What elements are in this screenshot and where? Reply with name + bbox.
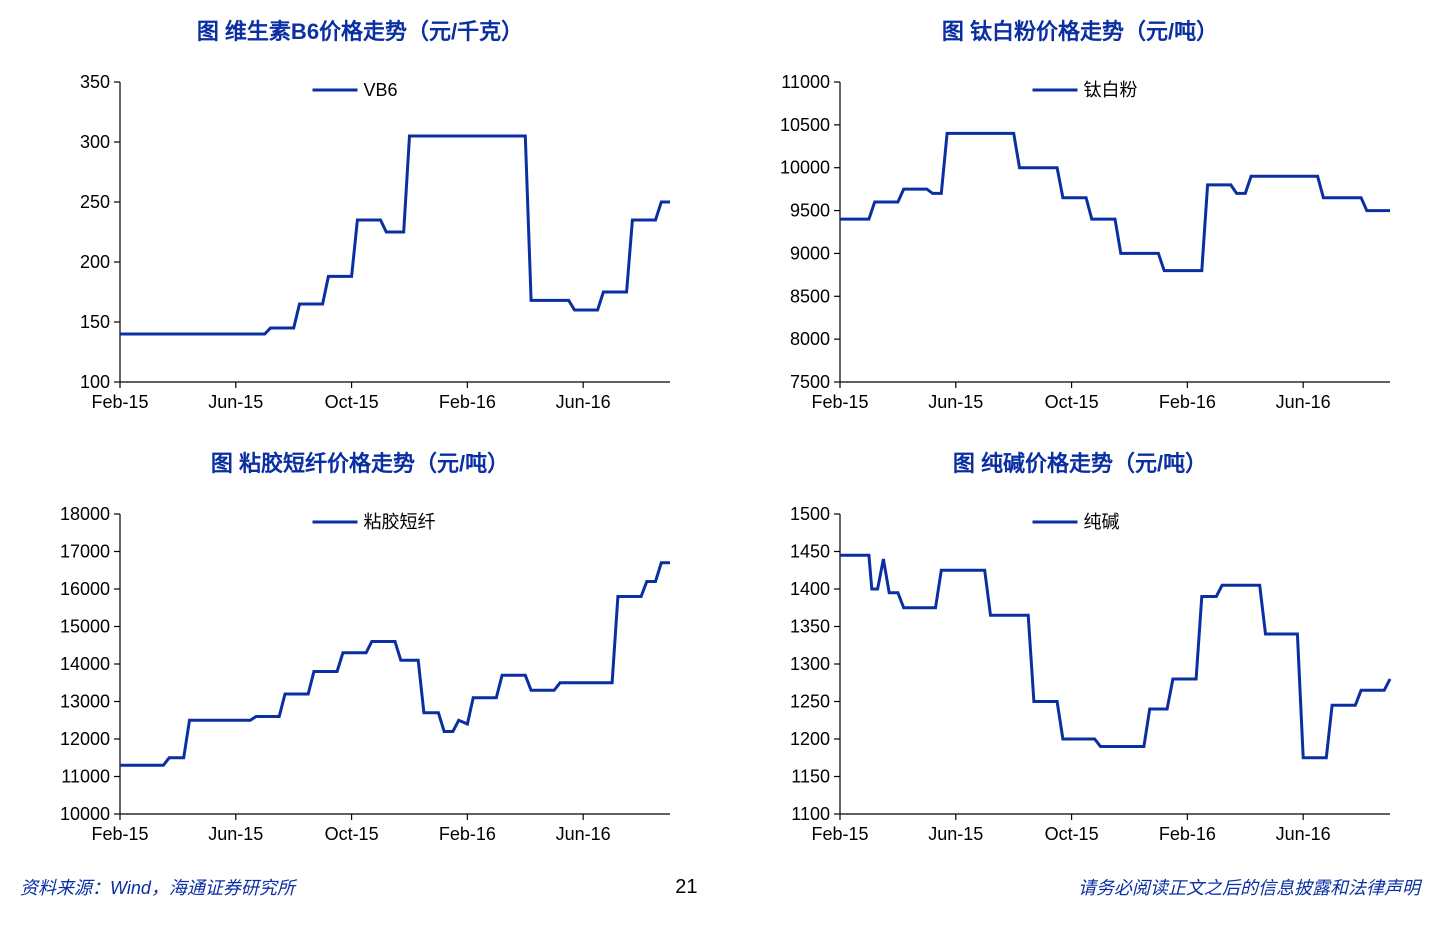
svg-text:Jun-16: Jun-16 bbox=[1276, 824, 1331, 844]
svg-text:1500: 1500 bbox=[790, 504, 830, 524]
chart-title-soda: 图 纯碱价格走势（元/吨） bbox=[953, 446, 1207, 478]
svg-text:Feb-15: Feb-15 bbox=[811, 392, 868, 412]
svg-text:1350: 1350 bbox=[790, 617, 830, 637]
charts-grid: 图 维生素B6价格走势（元/千克） 100 150 200 250 300 350 Feb-… bbox=[20, 10, 1420, 864]
svg-text:1300: 1300 bbox=[790, 654, 830, 674]
chart-title-viscose: 图 粘胶短纤价格走势（元/吨） bbox=[211, 446, 509, 478]
svg-text:9000: 9000 bbox=[790, 243, 830, 263]
svg-text:1400: 1400 bbox=[790, 579, 830, 599]
svg-text:300: 300 bbox=[80, 132, 110, 152]
page-number: 21 bbox=[675, 876, 697, 899]
svg-text:Feb-16: Feb-16 bbox=[1159, 392, 1216, 412]
chart-cell-viscose: 图 粘胶短纤价格走势（元/吨） 10000 11000 12000 13000 1400… bbox=[20, 442, 700, 864]
svg-text:10500: 10500 bbox=[780, 115, 830, 135]
svg-text:Jun-16: Jun-16 bbox=[1276, 392, 1331, 412]
svg-text:Oct-15: Oct-15 bbox=[325, 824, 379, 844]
svg-text:15000: 15000 bbox=[60, 617, 110, 637]
svg-text:250: 250 bbox=[80, 192, 110, 212]
svg-text:Jun-16: Jun-16 bbox=[556, 392, 611, 412]
chart-svg-viscose: 10000 11000 12000 13000 14000 15000 16000 17000… bbox=[35, 484, 685, 864]
svg-text:Jun-15: Jun-15 bbox=[928, 392, 983, 412]
footer-source: 资料来源：Wind，海通证券研究所 bbox=[20, 874, 295, 900]
svg-text:13000: 13000 bbox=[60, 692, 110, 712]
chart-svg-tio2: 7500 8000 8500 9000 9500 10000 10500 11000 Feb-1… bbox=[755, 52, 1405, 432]
svg-text:Feb-16: Feb-16 bbox=[439, 824, 496, 844]
svg-text:12000: 12000 bbox=[60, 729, 110, 749]
chart-cell-tio2: 图 钛白粉价格走势（元/吨） 7500 8000 8500 9000 9500 10000… bbox=[740, 10, 1420, 432]
footer-disclaimer: 请务必阅读正文之后的信息披露和法律声明 bbox=[1078, 874, 1420, 900]
svg-text:200: 200 bbox=[80, 252, 110, 272]
svg-text:VB6: VB6 bbox=[364, 80, 398, 100]
svg-text:钛白粉: 钛白粉 bbox=[1084, 80, 1138, 100]
svg-text:14000: 14000 bbox=[60, 654, 110, 674]
svg-text:Oct-15: Oct-15 bbox=[1045, 824, 1099, 844]
svg-text:Jun-15: Jun-15 bbox=[208, 824, 263, 844]
svg-text:Feb-16: Feb-16 bbox=[1159, 824, 1216, 844]
svg-text:Feb-15: Feb-15 bbox=[91, 824, 148, 844]
svg-text:纯碱: 纯碱 bbox=[1084, 512, 1120, 532]
svg-text:9500: 9500 bbox=[790, 201, 830, 221]
svg-text:17000: 17000 bbox=[60, 542, 110, 562]
svg-text:Feb-15: Feb-15 bbox=[91, 392, 148, 412]
svg-text:8500: 8500 bbox=[790, 286, 830, 306]
svg-text:16000: 16000 bbox=[60, 579, 110, 599]
chart-svg-vb6: 100 150 200 250 300 350 Feb-15 Jun-15 Oct-15 Feb-… bbox=[35, 52, 685, 432]
svg-text:150: 150 bbox=[80, 312, 110, 332]
svg-text:10000: 10000 bbox=[60, 804, 110, 824]
svg-text:11000: 11000 bbox=[781, 72, 830, 92]
svg-text:1200: 1200 bbox=[790, 729, 830, 749]
svg-text:粘胶短纤: 粘胶短纤 bbox=[364, 512, 436, 532]
chart-title-tio2: 图 钛白粉价格走势（元/吨） bbox=[942, 14, 1218, 46]
svg-text:11000: 11000 bbox=[61, 767, 110, 787]
svg-text:350: 350 bbox=[80, 72, 110, 92]
svg-text:10000: 10000 bbox=[780, 158, 830, 178]
svg-text:Feb-16: Feb-16 bbox=[439, 392, 496, 412]
svg-text:Feb-15: Feb-15 bbox=[811, 824, 868, 844]
page-footer: 资料来源：Wind，海通证券研究所 21 请务必阅读正文之后的信息披露和法律声明 bbox=[20, 874, 1420, 900]
chart-svg-soda: 1100 1150 1200 1250 1300 1350 1400 1450 1500 Feb-… bbox=[755, 484, 1405, 864]
svg-text:18000: 18000 bbox=[60, 504, 110, 524]
svg-text:7500: 7500 bbox=[790, 372, 830, 392]
svg-text:1150: 1150 bbox=[791, 767, 830, 787]
svg-text:1250: 1250 bbox=[790, 692, 830, 712]
svg-text:Jun-15: Jun-15 bbox=[208, 392, 263, 412]
chart-cell-soda: 图 纯碱价格走势（元/吨） 1100 1150 1200 1250 1300 1350 14… bbox=[740, 442, 1420, 864]
svg-text:1450: 1450 bbox=[790, 542, 830, 562]
svg-text:100: 100 bbox=[80, 372, 110, 392]
svg-text:1100: 1100 bbox=[791, 804, 830, 824]
chart-title-vb6: 图 维生素B6价格走势（元/千克） bbox=[197, 14, 523, 46]
svg-text:Jun-15: Jun-15 bbox=[928, 824, 983, 844]
svg-text:Oct-15: Oct-15 bbox=[325, 392, 379, 412]
svg-text:Oct-15: Oct-15 bbox=[1045, 392, 1099, 412]
svg-text:8000: 8000 bbox=[790, 329, 830, 349]
svg-text:Jun-16: Jun-16 bbox=[556, 824, 611, 844]
chart-cell-vb6: 图 维生素B6价格走势（元/千克） 100 150 200 250 300 350 Feb-… bbox=[20, 10, 700, 432]
